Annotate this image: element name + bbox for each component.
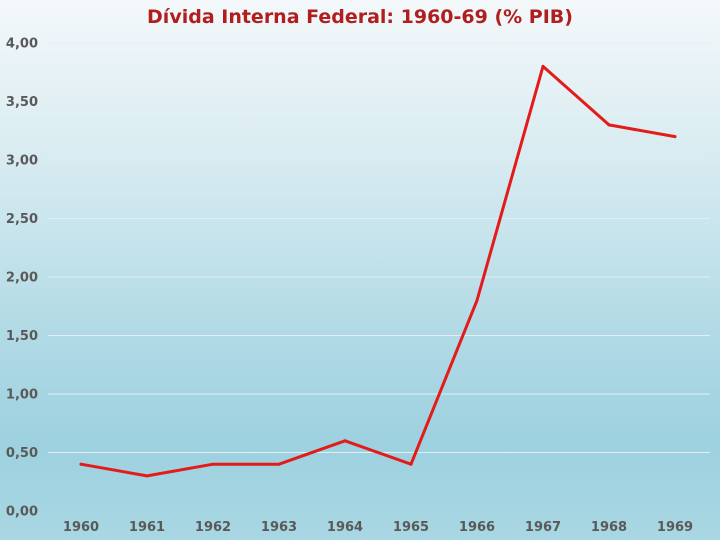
data-point [607,123,611,127]
x-tick-label: 1965 [393,520,429,535]
y-tick-label: 3,50 [6,95,38,110]
data-point [409,462,413,466]
x-tick-label: 1960 [63,520,99,535]
y-tick-label: 2,50 [6,212,38,227]
x-tick-label: 1968 [591,520,627,535]
data-point [79,462,83,466]
data-point [673,135,677,139]
x-tick-label: 1969 [657,520,693,535]
data-point [541,64,545,68]
series-layer [79,64,677,478]
data-point [211,462,215,466]
y-axis-tick-labels: 0,00 0,50 1,00 1,50 2,00 2,50 3,00 3,50 4,00 [6,37,38,520]
series-line [79,64,677,478]
x-tick-label: 1964 [327,520,363,535]
data-point [277,462,281,466]
y-tick-label: 0,00 [6,505,38,520]
x-tick-label: 1961 [129,520,165,535]
x-tick-label: 1962 [195,520,231,535]
gridlines [48,42,710,453]
data-point [145,474,149,478]
y-tick-label: 3,00 [6,154,38,169]
x-tick-label: 1963 [261,520,297,535]
x-axis-tick-labels: 1960 1961 1962 1963 1964 1965 1966 1967 1968 1969 [63,520,693,535]
chart-title: Dívida Interna Federal: 1960-69 (% PIB) [147,6,573,28]
y-tick-label: 2,00 [6,271,38,286]
y-tick-label: 1,00 [6,388,38,403]
x-tick-label: 1966 [459,520,495,535]
data-point [343,439,347,443]
y-tick-label: 4,00 [6,37,38,52]
y-tick-label: 0,50 [6,446,38,461]
y-tick-label: 1,50 [6,329,38,344]
x-tick-label: 1967 [525,520,561,535]
data-point [475,298,479,302]
